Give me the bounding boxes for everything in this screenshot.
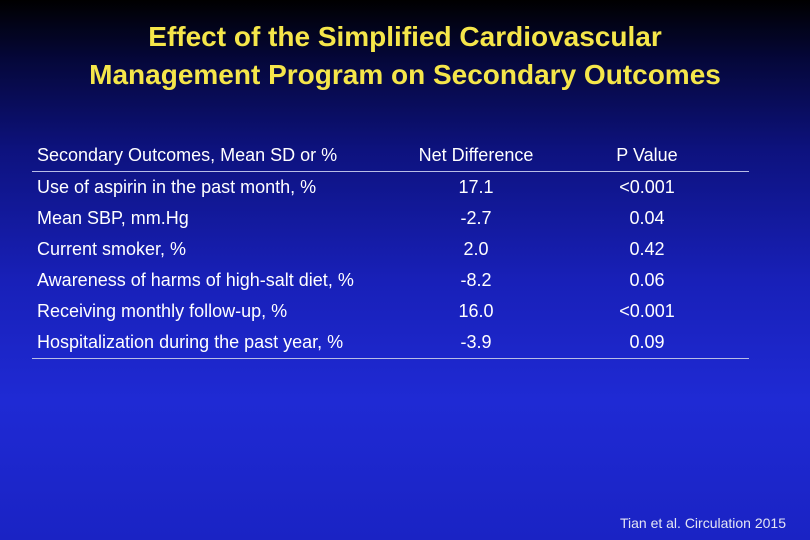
net-difference-cell: 17.1 <box>458 177 494 197</box>
table-header-row: Secondary Outcomes, Mean SD or % Net Dif… <box>32 140 749 172</box>
outcome-cell: Use of aspirin in the past month, % <box>37 177 317 197</box>
table-row: Current smoker, % 2.0 0.42 <box>32 234 749 265</box>
header-outcome: Secondary Outcomes, Mean SD or % <box>37 145 338 165</box>
table-row: Use of aspirin in the past month, % 17.1… <box>32 172 749 203</box>
p-value-cell: 0.42 <box>629 239 665 259</box>
slide-title-line-1: Effect of the Simplified Cardiovascular <box>148 21 662 52</box>
outcome-cell: Mean SBP, mm.Hg <box>37 208 189 228</box>
citation: Tian et al. Circulation 2015 <box>619 515 786 531</box>
net-difference-cell: 16.0 <box>458 301 494 321</box>
table-row: Mean SBP, mm.Hg -2.7 0.04 <box>32 203 749 234</box>
p-value-cell: <0.001 <box>619 301 675 321</box>
outcomes-table: Secondary Outcomes, Mean SD or % Net Dif… <box>32 140 749 359</box>
outcome-cell: Awareness of harms of high-salt diet, % <box>37 270 354 290</box>
p-value-cell: 0.06 <box>629 270 665 290</box>
header-p-value: P Value <box>616 145 678 165</box>
header-net-difference: Net Difference <box>418 145 534 165</box>
outcome-cell: Current smoker, % <box>37 239 187 259</box>
p-value-cell: <0.001 <box>619 177 675 197</box>
p-value-cell: 0.04 <box>629 208 665 228</box>
net-difference-cell: -8.2 <box>460 270 492 290</box>
p-value-cell: 0.09 <box>629 332 665 352</box>
outcome-cell: Hospitalization during the past year, % <box>37 332 344 352</box>
table-row: Hospitalization during the past year, % … <box>32 327 749 359</box>
net-difference-cell: -2.7 <box>460 208 492 228</box>
net-difference-cell: 2.0 <box>463 239 489 259</box>
table-row: Receiving monthly follow-up, % 16.0 <0.0… <box>32 296 749 327</box>
net-difference-cell: -3.9 <box>460 332 492 352</box>
outcome-cell: Receiving monthly follow-up, % <box>37 301 288 321</box>
slide-title-line-2: Management Program on Secondary Outcomes <box>89 59 721 90</box>
table-row: Awareness of harms of high-salt diet, % … <box>32 265 749 296</box>
slide-title: Effect of the Simplified Cardiovascular … <box>0 18 810 94</box>
